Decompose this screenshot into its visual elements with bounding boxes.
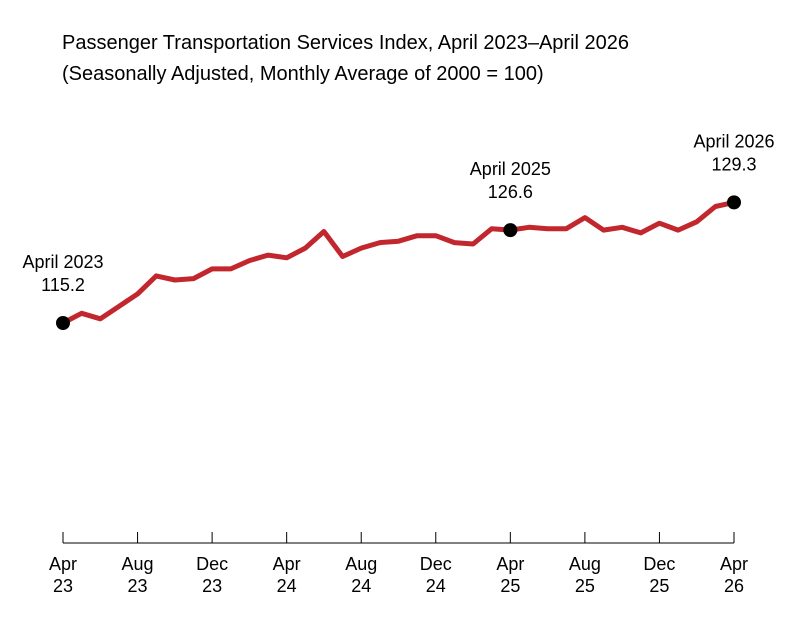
annotation-value-label: 126.6 (488, 182, 533, 202)
x-axis: Apr 23 Aug 23 Dec 23 Apr 24 Aug 24 Dec 24 Apr 25 Aug 25… (49, 532, 748, 596)
data-point-marker (727, 195, 741, 210)
annotation-value-label: 115.2 (41, 275, 85, 295)
x-tick-label: Aug 24 (345, 554, 377, 596)
chart-title-line: Passenger Transportation Services Index,… (62, 32, 630, 54)
x-tick-label: Dec 23 (196, 554, 228, 596)
annotation-date-label: April 2025 (470, 159, 551, 179)
x-tick-label: Apr 25 (496, 554, 524, 596)
x-tick-label: Apr 26 (720, 554, 748, 596)
x-tick-label: Dec 25 (643, 554, 675, 596)
data-point-marker (56, 316, 70, 330)
x-tick-label: Aug 23 (122, 554, 154, 596)
annotation-layer: April 2023 115.2 April 2025 126.6 April 2026… (22, 131, 775, 330)
annotation-date-label: April 2026 (693, 131, 774, 151)
x-tick-label: Dec 24 (420, 554, 452, 596)
x-tick-label: Aug 25 (569, 554, 601, 596)
chart-title: Passenger Transportation Services Index,… (62, 28, 629, 90)
data-point-marker (503, 223, 518, 238)
annotation-value-label: 129.3 (711, 154, 756, 174)
x-tick-label: Apr 24 (273, 554, 301, 596)
annotation-date-label: April 2023 (22, 252, 103, 272)
series-line (60, 199, 737, 326)
series-layer (60, 199, 737, 326)
chart-subtitle-line: (Seasonally Adjusted, Monthly Average of… (62, 63, 544, 85)
x-tick-label: Apr 23 (49, 554, 77, 596)
